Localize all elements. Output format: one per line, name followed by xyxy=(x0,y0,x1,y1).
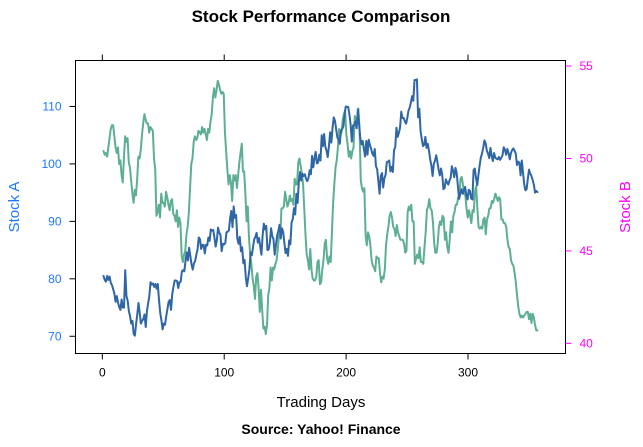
right-tick-label: 50 xyxy=(580,151,594,165)
x-tick-label: 0 xyxy=(99,366,106,380)
right-tick-label: 55 xyxy=(580,59,594,73)
left-axis-label: Stock A xyxy=(6,182,23,233)
chart-caption: Source: Yahoo! Finance xyxy=(241,421,400,437)
left-tick-label: 70 xyxy=(48,329,62,343)
series-line-stock-a xyxy=(102,78,539,337)
right-tick-label: 45 xyxy=(580,244,594,258)
left-tick-label: 80 xyxy=(48,272,62,286)
x-tick-label: 300 xyxy=(458,366,478,380)
chart-title: Stock Performance Comparison xyxy=(192,7,451,26)
x-tick-label: 200 xyxy=(336,366,356,380)
x-axis-label: Trading Days xyxy=(277,394,366,411)
right-tick-label: 40 xyxy=(580,336,594,350)
axis-ticks: 0 100 200 300 70 80 90 100 110 40 45 50 55 xyxy=(41,54,594,380)
right-axis-label: Stock B xyxy=(617,181,634,233)
left-tick-label: 90 xyxy=(48,214,62,228)
x-tick-label: 100 xyxy=(214,366,234,380)
plot-frame xyxy=(75,60,566,354)
plot-area xyxy=(102,78,539,337)
series-line-stock-b xyxy=(102,79,539,336)
left-tick-label: 100 xyxy=(41,157,61,171)
left-tick-label: 110 xyxy=(42,99,61,113)
